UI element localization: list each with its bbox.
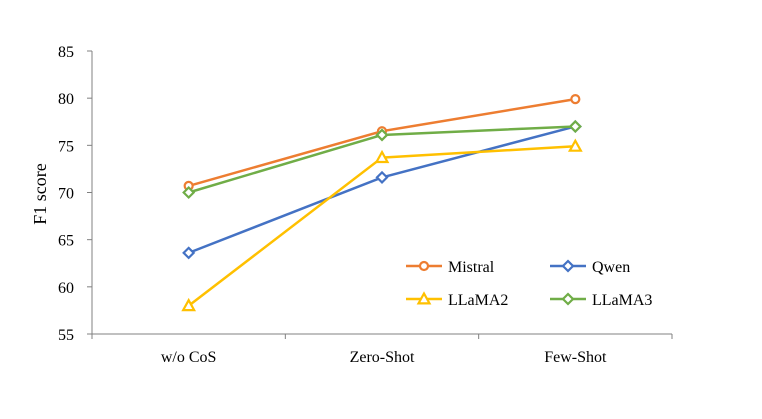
legend-label-mistral: Mistral <box>448 259 495 276</box>
legend-label-llama3: LLaMA3 <box>592 292 652 309</box>
data-point-qwen <box>182 246 196 260</box>
data-point-mistral <box>570 94 581 105</box>
y-tick-label: 85 <box>58 44 74 61</box>
y-axis-label: F1 score <box>30 163 50 225</box>
legend-marker-llama3 <box>561 292 575 306</box>
legend-marker-qwen <box>561 259 575 273</box>
series-line-qwen <box>188 125 576 255</box>
legend-marker-mistral <box>418 260 430 272</box>
legend-label-llama2: LLaMA2 <box>448 292 508 309</box>
y-tick-label: 60 <box>58 280 74 297</box>
data-point-llama3 <box>182 185 196 200</box>
y-tick-label: 75 <box>58 138 74 155</box>
x-tick-label: Few-Shot <box>544 349 607 366</box>
data-point-llama3 <box>568 119 582 134</box>
y-tick-label: 55 <box>58 327 74 344</box>
data-point-llama2 <box>374 149 390 164</box>
data-point-llama2 <box>567 138 583 152</box>
y-tick-label: 70 <box>58 186 74 203</box>
legend-label-qwen: Qwen <box>592 259 630 276</box>
x-tick-label: w/o CoS <box>161 349 217 366</box>
x-tick-label: Zero-Shot <box>350 349 415 366</box>
y-tick-label: 65 <box>58 233 74 250</box>
legend-marker-llama2 <box>416 291 432 305</box>
data-point-llama3 <box>375 128 389 142</box>
data-point-llama2 <box>181 297 197 312</box>
y-tick-label: 80 <box>58 91 74 108</box>
data-point-qwen <box>375 170 389 184</box>
